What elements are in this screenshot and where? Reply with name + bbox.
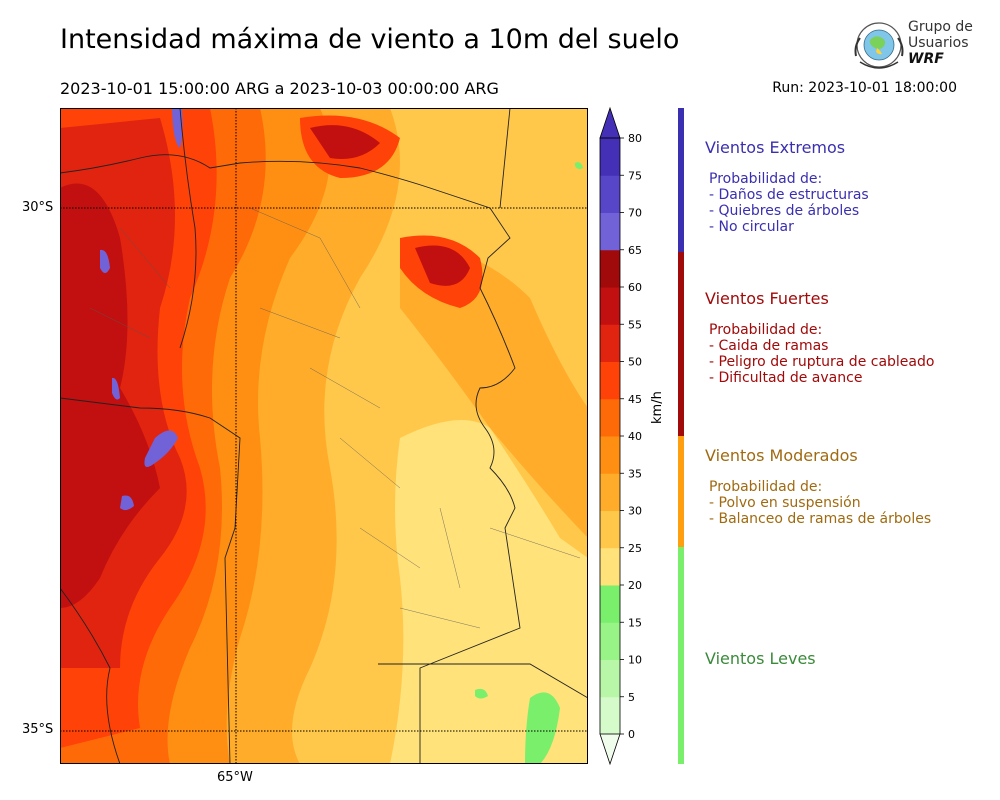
colorbar-segment bbox=[600, 622, 620, 660]
page-title: Intensidad máxima de viento a 10m del su… bbox=[60, 24, 680, 55]
category-bar-moderate bbox=[678, 436, 684, 547]
province-border-5 bbox=[499, 108, 511, 209]
wind-map bbox=[60, 108, 588, 764]
colorbar-segment bbox=[600, 696, 620, 735]
colorbar-segment bbox=[600, 249, 620, 288]
colorbar-tick-label: 50 bbox=[628, 356, 642, 369]
contour-20-25-1 bbox=[525, 692, 560, 764]
logo-brand: WRF bbox=[908, 51, 944, 67]
province-border-1 bbox=[60, 154, 521, 764]
colorbar-tick-label: 10 bbox=[628, 654, 642, 667]
colorbar-segment bbox=[600, 473, 620, 511]
colorbar-tick-label: 15 bbox=[628, 616, 642, 629]
category-item: - No circular bbox=[709, 219, 794, 235]
category-bar-strong bbox=[678, 252, 684, 436]
colorbar-segment bbox=[600, 510, 620, 549]
category-strong: Vientos Fuertes Probabilidad de: - Caida… bbox=[705, 289, 934, 386]
category-item: - Balanceo de ramas de árboles bbox=[709, 511, 932, 527]
category-bar-extreme bbox=[678, 108, 684, 252]
colorbar-segment bbox=[600, 585, 620, 623]
lon-label-65w: 65°W bbox=[217, 770, 253, 785]
colorbar-segment bbox=[600, 138, 620, 176]
category-item: - Dificultad de avance bbox=[709, 370, 863, 386]
category-bar-light bbox=[678, 547, 684, 764]
category-moderate: Vientos Moderados Probabilidad de: - Pol… bbox=[705, 446, 931, 527]
colorbar-tick-label: 65 bbox=[628, 244, 642, 257]
extreme-spot-1 bbox=[172, 108, 183, 148]
category-intro: Probabilidad de: bbox=[709, 171, 823, 187]
province-border-2 bbox=[60, 397, 241, 764]
extreme-spot-3 bbox=[112, 377, 120, 400]
province-border-4 bbox=[378, 663, 588, 699]
colorbar-segment bbox=[600, 324, 620, 362]
run-time: Run: 2023-10-01 18:00:00 bbox=[772, 80, 957, 96]
logo-line-1: Grupo de bbox=[908, 19, 973, 35]
country-border bbox=[60, 587, 121, 764]
colorbar-tick-label: 80 bbox=[628, 132, 642, 145]
category-extreme: Vientos Extremos Probabilidad de: - Daño… bbox=[705, 138, 869, 235]
colorbar-tick-label: 20 bbox=[628, 579, 642, 592]
category-item: - Polvo en suspensión bbox=[709, 495, 861, 511]
forecast-period: 2023-10-01 15:00:00 ARG a 2023-10-03 00:… bbox=[60, 79, 499, 98]
category-intro: Probabilidad de: bbox=[709, 322, 823, 338]
lat-label-30s: 30°S bbox=[22, 200, 54, 215]
colorbar-arrow-high bbox=[599, 106, 621, 139]
contour-35-40-east bbox=[400, 238, 588, 538]
extreme-spot-4 bbox=[144, 430, 178, 467]
colorbar-arrow-low bbox=[599, 733, 621, 766]
colorbar-tick-label: 45 bbox=[628, 393, 642, 406]
colorbar-tick-label: 75 bbox=[628, 169, 642, 182]
colorbar-tick-label: 70 bbox=[628, 207, 642, 220]
extreme-spot-5 bbox=[120, 495, 134, 511]
logo-text: Grupo de Usuarios WRF bbox=[908, 19, 973, 67]
department-borders bbox=[89, 207, 581, 629]
map-frame bbox=[60, 108, 588, 764]
contour-northeast-core bbox=[415, 245, 470, 286]
colorbar-segment bbox=[600, 659, 620, 698]
category-item: - Quiebres de árboles bbox=[709, 203, 860, 219]
colorbar: 0 5 10 15 20 25 30 35 40 45 50 55 60 65 70 75 80 bbox=[599, 106, 642, 766]
colorbar-segment bbox=[600, 436, 620, 474]
colorbar-tick-label: 35 bbox=[628, 467, 642, 480]
category-item: - Peligro de ruptura de cableado bbox=[709, 354, 935, 370]
category-item: - Daños de estructuras bbox=[709, 187, 869, 203]
colorbar-tick-label: 0 bbox=[628, 728, 635, 741]
globe-seal-icon bbox=[854, 22, 904, 69]
contour-25-30 bbox=[390, 420, 588, 764]
category-intro: Probabilidad de: bbox=[709, 479, 823, 495]
colorbar-segment bbox=[600, 287, 620, 325]
category-title: Vientos Moderados bbox=[705, 446, 858, 465]
province-border-3 bbox=[179, 108, 197, 349]
colorbar-tick-label: 40 bbox=[628, 430, 642, 443]
colorbar-tick-label: 5 bbox=[628, 691, 635, 704]
colorbar-tick-label: 60 bbox=[628, 281, 642, 294]
category-item: - Caida de ramas bbox=[709, 338, 829, 354]
contour-20-25-2 bbox=[475, 688, 488, 699]
colorbar-segment bbox=[600, 398, 620, 437]
category-title: Vientos Extremos bbox=[705, 138, 846, 157]
logo-line-2: Usuarios bbox=[908, 35, 969, 51]
colorbar-unit-label: km/h bbox=[650, 391, 665, 424]
colorbar-tick-label: 55 bbox=[628, 318, 642, 331]
contour-north-2 bbox=[310, 125, 380, 159]
colorbar-segment bbox=[600, 175, 620, 213]
extreme-spot-2 bbox=[100, 249, 110, 273]
colorbar-tick-label: 30 bbox=[628, 505, 642, 518]
contour-60-65 bbox=[60, 183, 160, 609]
category-title: Vientos Fuertes bbox=[705, 289, 829, 308]
colorbar-segment bbox=[600, 212, 620, 251]
category-title: Vientos Leves bbox=[705, 649, 816, 668]
colorbar-segment bbox=[600, 547, 620, 586]
contour-20-25-3 bbox=[575, 162, 583, 170]
lat-label-35s: 35°S bbox=[22, 722, 54, 737]
category-light: Vientos Leves bbox=[705, 649, 816, 682]
colorbar-segment bbox=[600, 361, 620, 400]
colorbar-tick-label: 25 bbox=[628, 542, 642, 555]
